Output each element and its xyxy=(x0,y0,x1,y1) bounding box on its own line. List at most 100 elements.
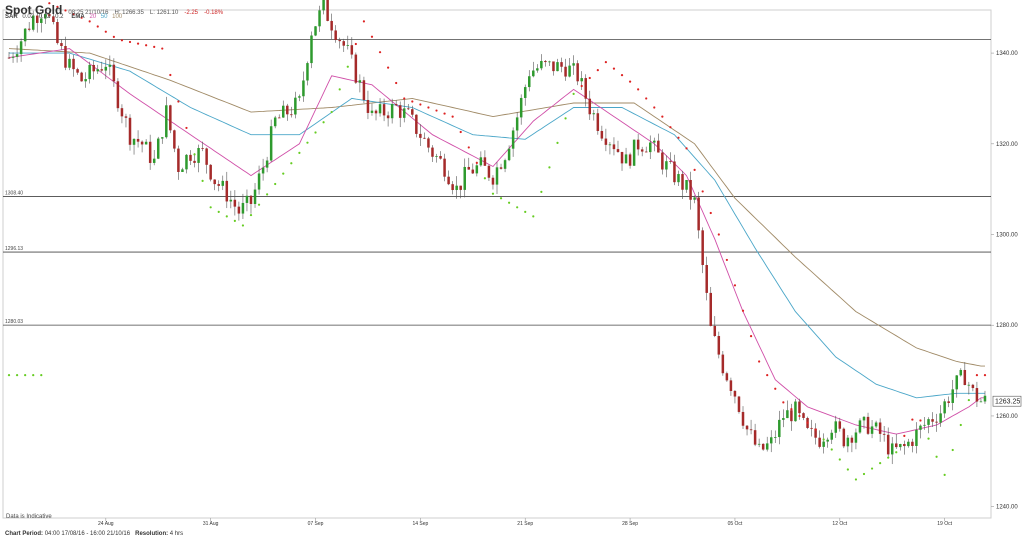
candle-body xyxy=(548,61,551,63)
candle-body xyxy=(935,421,938,423)
sar-dot xyxy=(838,458,841,461)
ema20-line xyxy=(8,48,985,435)
candle-body xyxy=(653,140,656,143)
sar-dot xyxy=(661,115,664,118)
candle-body xyxy=(846,437,850,447)
candle-body xyxy=(495,167,499,185)
candlesticks xyxy=(7,0,987,465)
sar-dot xyxy=(169,73,172,77)
candle-body xyxy=(366,99,370,113)
candle-body xyxy=(532,70,535,77)
sar-dot xyxy=(862,472,866,476)
sar-dot xyxy=(943,473,946,477)
candle-body xyxy=(302,80,305,97)
candle-body xyxy=(310,35,313,64)
sar-dot xyxy=(475,161,478,164)
candle-body xyxy=(7,57,11,59)
candle-body xyxy=(298,96,301,98)
candle-body xyxy=(947,401,950,403)
candle-body xyxy=(483,157,487,166)
sar-dot xyxy=(177,100,180,103)
candle-body xyxy=(560,62,563,67)
sar-dot xyxy=(669,126,672,129)
sar-dot xyxy=(395,81,398,85)
candle-body xyxy=(48,14,51,17)
sar-dot xyxy=(257,203,261,206)
candle-body xyxy=(886,434,890,455)
ema-period-100: 100 xyxy=(112,14,123,20)
sar-dot xyxy=(854,478,858,481)
sar-param-1: 0.02 xyxy=(22,14,35,20)
candle-body xyxy=(249,195,253,204)
indicator-legend: SAR 0.02 0.02 0.2 EMA 20 50 100 xyxy=(5,14,125,20)
sar-dot xyxy=(451,115,454,118)
current-price-tag: 1263.25 xyxy=(992,395,1022,407)
candle-body xyxy=(701,230,704,266)
sar-dot xyxy=(975,374,979,377)
candle-body xyxy=(225,180,229,202)
candle-body xyxy=(217,184,220,186)
sar-dot xyxy=(290,162,293,165)
candle-body xyxy=(165,105,168,138)
candle-body xyxy=(108,64,112,67)
sar-dot xyxy=(814,428,817,431)
candle-body xyxy=(463,166,466,190)
sar-dot xyxy=(830,448,833,451)
candle-body xyxy=(693,197,696,200)
candle-body xyxy=(378,104,382,114)
candle-body xyxy=(644,151,648,153)
ema100-line xyxy=(8,48,985,367)
candle-body xyxy=(544,60,547,63)
level-label-1: 1308.40 xyxy=(5,190,23,196)
candle-body xyxy=(52,16,55,23)
sar-dot xyxy=(903,434,906,438)
candle-body xyxy=(842,428,846,447)
candle-body xyxy=(189,154,192,161)
candle-body xyxy=(161,137,164,139)
candle-body xyxy=(451,184,454,191)
candle-body xyxy=(786,410,789,419)
sar-dot xyxy=(15,374,19,377)
candle-body xyxy=(850,437,854,443)
candle-body xyxy=(253,189,257,204)
candle-body xyxy=(636,139,640,150)
candle-body xyxy=(661,152,664,170)
candle-body xyxy=(136,138,140,142)
candle-body xyxy=(628,154,632,166)
sar-dot xyxy=(564,117,567,120)
sar-dot xyxy=(411,100,414,103)
ema-label[interactable]: EMA xyxy=(71,14,85,20)
candle-body xyxy=(346,45,350,46)
sar-dot xyxy=(653,106,656,109)
sar-dot xyxy=(959,423,962,427)
sar-dot xyxy=(48,2,51,5)
candle-body xyxy=(874,422,878,427)
sar-dot xyxy=(72,12,75,16)
candle-body xyxy=(116,81,120,109)
candle-body xyxy=(620,151,624,164)
sar-dot xyxy=(201,179,204,182)
sar-dot xyxy=(532,215,535,218)
sar-dot xyxy=(112,35,115,38)
candle-body xyxy=(100,69,104,71)
sar-dot xyxy=(895,451,898,454)
candle-body xyxy=(402,108,406,118)
candle-body xyxy=(564,66,567,77)
sar-dot xyxy=(935,455,938,458)
candle-body xyxy=(427,138,430,148)
sar-dot xyxy=(951,448,954,452)
candle-body xyxy=(507,148,511,161)
sar-dot xyxy=(846,468,849,471)
candle-body xyxy=(580,78,583,82)
candle-body xyxy=(725,373,729,381)
sar-dot xyxy=(459,130,462,134)
candle-body xyxy=(342,41,345,46)
candle-body xyxy=(435,155,438,157)
candle-body xyxy=(830,432,833,440)
sar-dot xyxy=(330,110,333,114)
sar-label[interactable]: SAR xyxy=(5,14,18,20)
sar-dot xyxy=(774,387,777,390)
candle-body xyxy=(177,148,180,172)
candle-body xyxy=(523,87,527,98)
